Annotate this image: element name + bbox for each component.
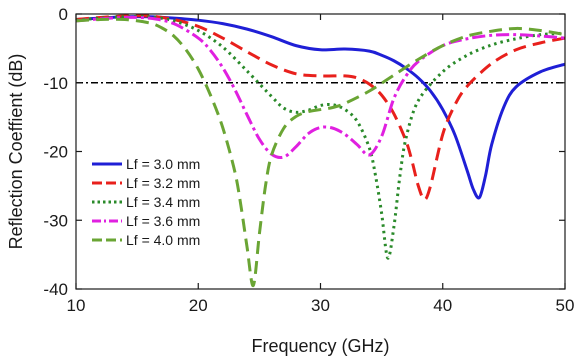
y-tick-label: -10 <box>43 74 68 93</box>
legend-label: Lf = 3.0 mm <box>126 156 200 172</box>
y-tick-label: -20 <box>43 143 68 162</box>
y-axis-title: Reflection Coeffient (dB) <box>6 54 26 250</box>
x-tick-label: 30 <box>311 296 330 315</box>
legend-label: Lf = 4.0 mm <box>126 232 200 248</box>
x-tick-label: 40 <box>433 296 452 315</box>
series-line-2 <box>76 14 565 202</box>
y-tick-label: -40 <box>43 280 68 299</box>
y-tick-label: -30 <box>43 211 68 230</box>
series-line-1 <box>76 15 565 200</box>
series-line-5 <box>76 17 565 288</box>
legend: Lf = 3.0 mm Lf = 3.2 mm Lf = 3.4 mm Lf = 3.… <box>92 156 200 248</box>
series-line-3 <box>76 14 565 260</box>
legend-label: Lf = 3.4 mm <box>126 194 200 210</box>
y-tick-label: 0 <box>59 5 68 24</box>
axis-ticks <box>75 13 566 290</box>
legend-label: Lf = 3.2 mm <box>126 175 200 191</box>
x-tick-label: 50 <box>556 296 575 315</box>
series-layer <box>76 14 565 288</box>
legend-label: Lf = 3.6 mm <box>126 213 200 229</box>
x-tick-label: 20 <box>189 296 208 315</box>
x-tick-label: 10 <box>67 296 86 315</box>
series-line-4 <box>76 15 565 159</box>
x-axis-title: Frequency (GHz) <box>251 336 389 356</box>
axis-tick-labels: 10 20 30 40 50 0 -10 -20 -30 -40 <box>43 5 574 315</box>
